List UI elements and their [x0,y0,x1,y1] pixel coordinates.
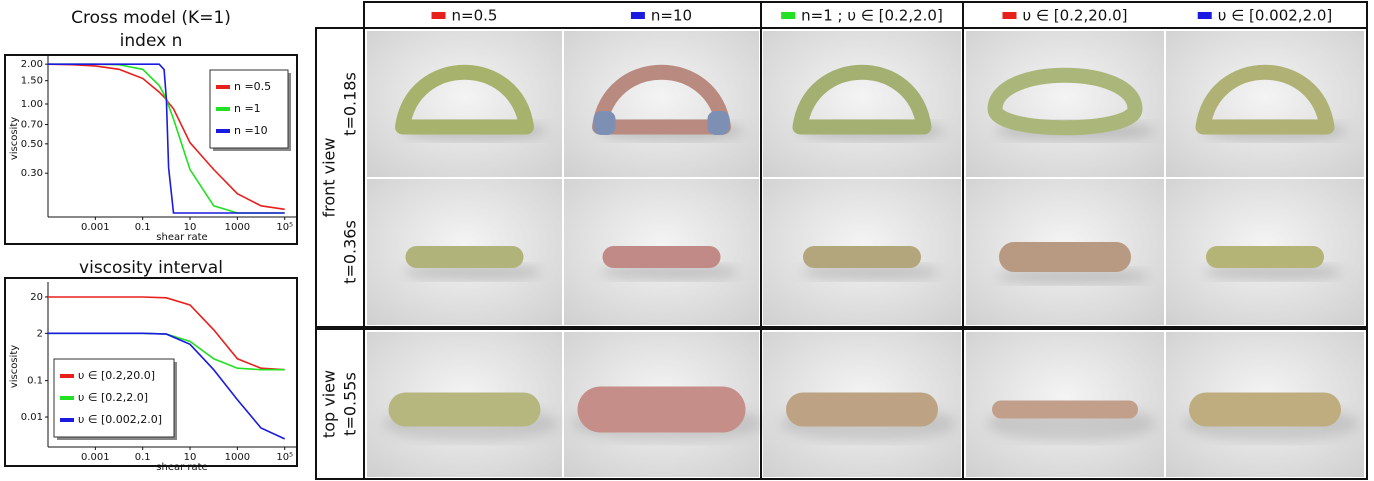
legend-label: n =0.5 [234,80,271,93]
column-header: n=0.5 [452,7,498,25]
legend-label: υ ∈ [0.002,2.0] [78,413,162,426]
chart-title: viscosity interval [79,258,223,278]
header-box [364,2,761,28]
y-tick-label: 2.00 [21,59,43,70]
row-time-label: t=0.18s [341,72,360,136]
x-tick-label: 1000 [225,222,250,233]
soft-body [578,387,746,433]
column-color-key [631,12,645,19]
y-tick-label: 0.01 [21,412,43,423]
soft-body [803,246,921,268]
x-tick-label: 1000 [225,452,250,463]
soft-body-end [594,111,616,135]
y-tick-label: 20 [30,292,43,303]
y-tick-label: 0.70 [21,119,43,130]
soft-body [999,242,1131,272]
x-tick-label: 10⁵ [276,452,293,463]
column-color-key [432,12,446,19]
y-tick-label: 1.00 [21,99,43,110]
x-tick-label: 0.1 [135,222,151,233]
render-cell [763,31,961,177]
render-cell [367,31,562,177]
column-color-key [1002,12,1016,19]
render-cell [1166,31,1364,177]
x-tick-label: 10⁵ [276,222,293,233]
soft-body [389,393,541,427]
chart-title: Cross model (K=1) [71,8,231,28]
soft-body-end [708,111,730,135]
column-header: υ ∈ [0.002,2.0] [1218,7,1333,25]
soft-body [603,246,721,268]
row-group-label: top view [320,370,339,438]
soft-body [1206,246,1324,268]
legend-label: υ ∈ [0.2,2.0] [78,391,148,404]
x-axis-label: shear rate [156,232,207,243]
soft-body [992,401,1138,419]
soft-body [1189,393,1341,427]
y-axis-label: viscosity [9,117,20,160]
render-cell [564,31,759,177]
column-header: n=1 ; υ ∈ [0.2,2.0] [801,7,943,25]
column-color-key [781,12,795,19]
y-axis-label: viscosity [9,345,20,388]
y-tick-label: 0.1 [27,376,43,387]
soft-body [786,393,938,427]
row-time-label: t=0.36s [341,220,360,284]
column-header: n=10 [651,7,692,25]
soft-body [406,246,524,268]
y-tick-label: 0.30 [21,168,43,179]
legend-label: n =1 [234,102,261,115]
legend-label: υ ∈ [0.2,20.0] [78,369,155,382]
x-tick-label: 0.001 [81,222,110,233]
x-tick-label: 0.001 [81,452,110,463]
row-time-label: t=0.55s [341,372,360,436]
row-group-label: front view [320,138,339,218]
figure: Cross model (K=1) index n 2.00 1.50 1.00 0.70… [0,0,1374,481]
column-header: υ ∈ [0.2,20.0] [1022,7,1127,25]
y-tick-label: 2 [37,328,43,339]
y-tick-label: 0.50 [21,139,43,150]
chart-subtitle: index n [120,31,183,51]
y-tick-label: 1.50 [21,76,43,87]
column-color-key [1198,12,1212,19]
x-tick-label: 0.1 [135,452,151,463]
legend-label: n =10 [234,124,268,137]
x-axis-label: shear rate [156,462,207,473]
